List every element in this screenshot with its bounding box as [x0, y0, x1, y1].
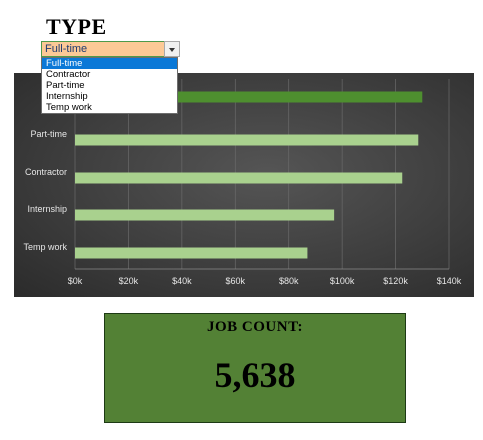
bar-contractor	[75, 172, 403, 184]
job-count-card: JOB COUNT: 5,638	[104, 313, 406, 423]
dropdown-option-full-time[interactable]: Full-time	[42, 58, 177, 69]
category-label: Part-time	[30, 129, 67, 139]
x-tick-label: $0k	[68, 276, 83, 286]
x-tick-label: $60k	[226, 276, 246, 286]
dropdown-option-part-time[interactable]: Part-time	[46, 80, 85, 91]
filter-title: TYPE	[46, 14, 107, 39]
chevron-down-icon[interactable]	[164, 41, 180, 57]
category-label: Temp work	[23, 242, 67, 252]
x-tick-label: $140k	[437, 276, 462, 286]
type-dropdown-list: Full-time Contractor Part-time Internshi…	[41, 57, 178, 114]
category-label: Contractor	[25, 167, 67, 177]
type-dropdown[interactable]: Full-time	[41, 41, 180, 57]
bar-internship	[75, 209, 335, 221]
x-tick-label: $80k	[279, 276, 299, 286]
type-dropdown-value[interactable]: Full-time	[41, 41, 166, 57]
category-label: Internship	[27, 204, 67, 214]
bar-temp-work	[75, 247, 308, 259]
x-tick-label: $20k	[119, 276, 139, 286]
dropdown-option-contractor[interactable]: Contractor	[46, 69, 91, 80]
job-count-label: JOB COUNT:	[207, 319, 303, 335]
dropdown-option-temp-work[interactable]: Temp work	[46, 102, 92, 113]
x-tick-label: $40k	[172, 276, 192, 286]
x-tick-label: $120k	[383, 276, 408, 286]
job-count-value: 5,638	[214, 355, 296, 395]
x-tick-label: $100k	[330, 276, 355, 286]
bar-part-time	[75, 134, 419, 146]
dropdown-option-internship[interactable]: Internship	[46, 91, 88, 102]
bar-full-time	[75, 91, 423, 103]
